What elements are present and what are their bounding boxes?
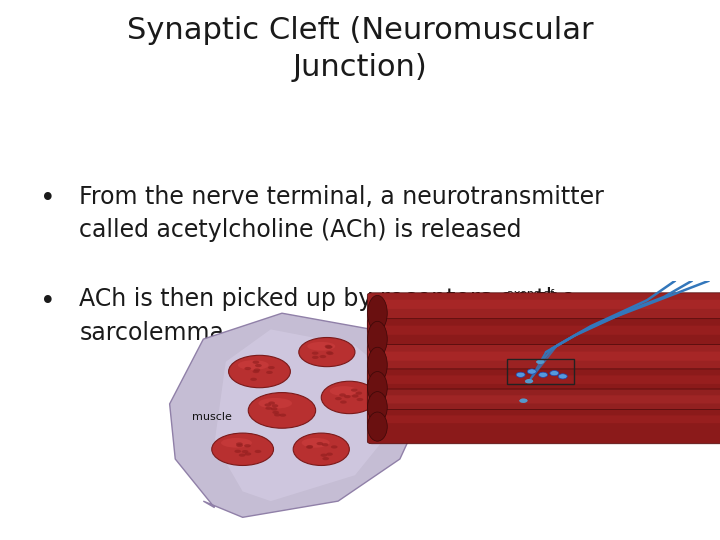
- FancyBboxPatch shape: [376, 300, 720, 309]
- Ellipse shape: [235, 450, 241, 453]
- Ellipse shape: [212, 433, 274, 465]
- Ellipse shape: [255, 450, 261, 453]
- Ellipse shape: [326, 346, 333, 349]
- Ellipse shape: [302, 438, 330, 448]
- Ellipse shape: [229, 355, 290, 388]
- Ellipse shape: [330, 386, 358, 396]
- Ellipse shape: [255, 364, 262, 367]
- Ellipse shape: [244, 444, 251, 448]
- Ellipse shape: [323, 457, 329, 460]
- Ellipse shape: [320, 454, 327, 457]
- Text: •: •: [40, 186, 55, 212]
- Ellipse shape: [268, 366, 275, 369]
- FancyBboxPatch shape: [367, 319, 720, 360]
- Ellipse shape: [251, 377, 257, 381]
- Ellipse shape: [248, 393, 315, 428]
- Circle shape: [527, 369, 536, 374]
- FancyBboxPatch shape: [376, 395, 720, 403]
- Ellipse shape: [266, 371, 273, 374]
- Ellipse shape: [322, 443, 328, 447]
- Ellipse shape: [239, 454, 246, 457]
- Ellipse shape: [339, 393, 346, 396]
- Circle shape: [539, 372, 548, 377]
- Ellipse shape: [368, 321, 387, 357]
- Ellipse shape: [344, 395, 351, 398]
- Text: neuromuscular
junctions: neuromuscular junctions: [543, 385, 703, 428]
- FancyBboxPatch shape: [376, 415, 720, 423]
- FancyBboxPatch shape: [367, 389, 720, 426]
- Ellipse shape: [312, 352, 318, 355]
- Ellipse shape: [368, 347, 387, 383]
- Ellipse shape: [368, 372, 387, 404]
- Circle shape: [536, 360, 544, 364]
- Bar: [507, 359, 574, 384]
- Circle shape: [516, 372, 525, 377]
- Ellipse shape: [340, 401, 347, 404]
- Text: From the nerve terminal, a neurotransmitter
called acetylcholine (ACh) is releas: From the nerve terminal, a neurotransmit…: [79, 185, 604, 242]
- Ellipse shape: [325, 345, 331, 348]
- Text: ACh is then picked up by receptors on the
sarcolemma: ACh is then picked up by receptors on th…: [79, 287, 575, 345]
- Ellipse shape: [238, 360, 269, 370]
- Ellipse shape: [253, 361, 259, 364]
- Ellipse shape: [325, 346, 332, 349]
- Ellipse shape: [317, 442, 323, 445]
- Ellipse shape: [258, 398, 292, 409]
- Ellipse shape: [320, 355, 326, 358]
- Circle shape: [550, 370, 559, 376]
- Text: muscle: muscle: [192, 412, 232, 422]
- Ellipse shape: [269, 401, 275, 404]
- Ellipse shape: [326, 453, 333, 456]
- Ellipse shape: [352, 394, 359, 397]
- Ellipse shape: [307, 342, 336, 350]
- Ellipse shape: [293, 433, 349, 465]
- Ellipse shape: [368, 392, 387, 423]
- FancyBboxPatch shape: [376, 326, 720, 335]
- Ellipse shape: [244, 367, 251, 370]
- Ellipse shape: [236, 444, 243, 447]
- Ellipse shape: [306, 446, 312, 449]
- Ellipse shape: [221, 438, 252, 448]
- Ellipse shape: [242, 450, 248, 453]
- Ellipse shape: [331, 446, 338, 449]
- Ellipse shape: [351, 388, 358, 392]
- Polygon shape: [215, 329, 395, 501]
- FancyBboxPatch shape: [376, 375, 720, 384]
- Ellipse shape: [236, 442, 243, 446]
- Ellipse shape: [274, 413, 281, 416]
- Ellipse shape: [272, 411, 279, 414]
- Ellipse shape: [299, 338, 355, 367]
- Ellipse shape: [368, 412, 387, 441]
- Ellipse shape: [279, 414, 287, 417]
- FancyBboxPatch shape: [367, 369, 720, 407]
- Text: axons of
motor neurons: axons of motor neurons: [507, 289, 616, 316]
- FancyBboxPatch shape: [367, 345, 720, 386]
- FancyBboxPatch shape: [376, 352, 720, 361]
- Ellipse shape: [264, 403, 271, 407]
- Circle shape: [558, 374, 567, 379]
- FancyBboxPatch shape: [367, 293, 720, 334]
- Ellipse shape: [335, 397, 342, 400]
- Ellipse shape: [321, 381, 377, 414]
- Ellipse shape: [327, 352, 333, 355]
- Ellipse shape: [356, 398, 364, 401]
- Ellipse shape: [356, 392, 362, 395]
- Circle shape: [520, 399, 527, 403]
- Ellipse shape: [253, 368, 261, 372]
- Circle shape: [525, 379, 533, 383]
- Ellipse shape: [312, 356, 319, 359]
- Text: •: •: [40, 289, 55, 315]
- Ellipse shape: [271, 404, 279, 408]
- Polygon shape: [170, 313, 423, 517]
- FancyBboxPatch shape: [367, 409, 720, 444]
- Ellipse shape: [271, 407, 277, 410]
- Ellipse shape: [326, 351, 333, 354]
- Ellipse shape: [307, 445, 313, 448]
- Ellipse shape: [253, 370, 259, 373]
- Ellipse shape: [245, 453, 251, 456]
- Ellipse shape: [265, 407, 272, 410]
- Text: Synaptic Cleft (Neuromuscular
Junction): Synaptic Cleft (Neuromuscular Junction): [127, 16, 593, 82]
- Ellipse shape: [368, 295, 387, 331]
